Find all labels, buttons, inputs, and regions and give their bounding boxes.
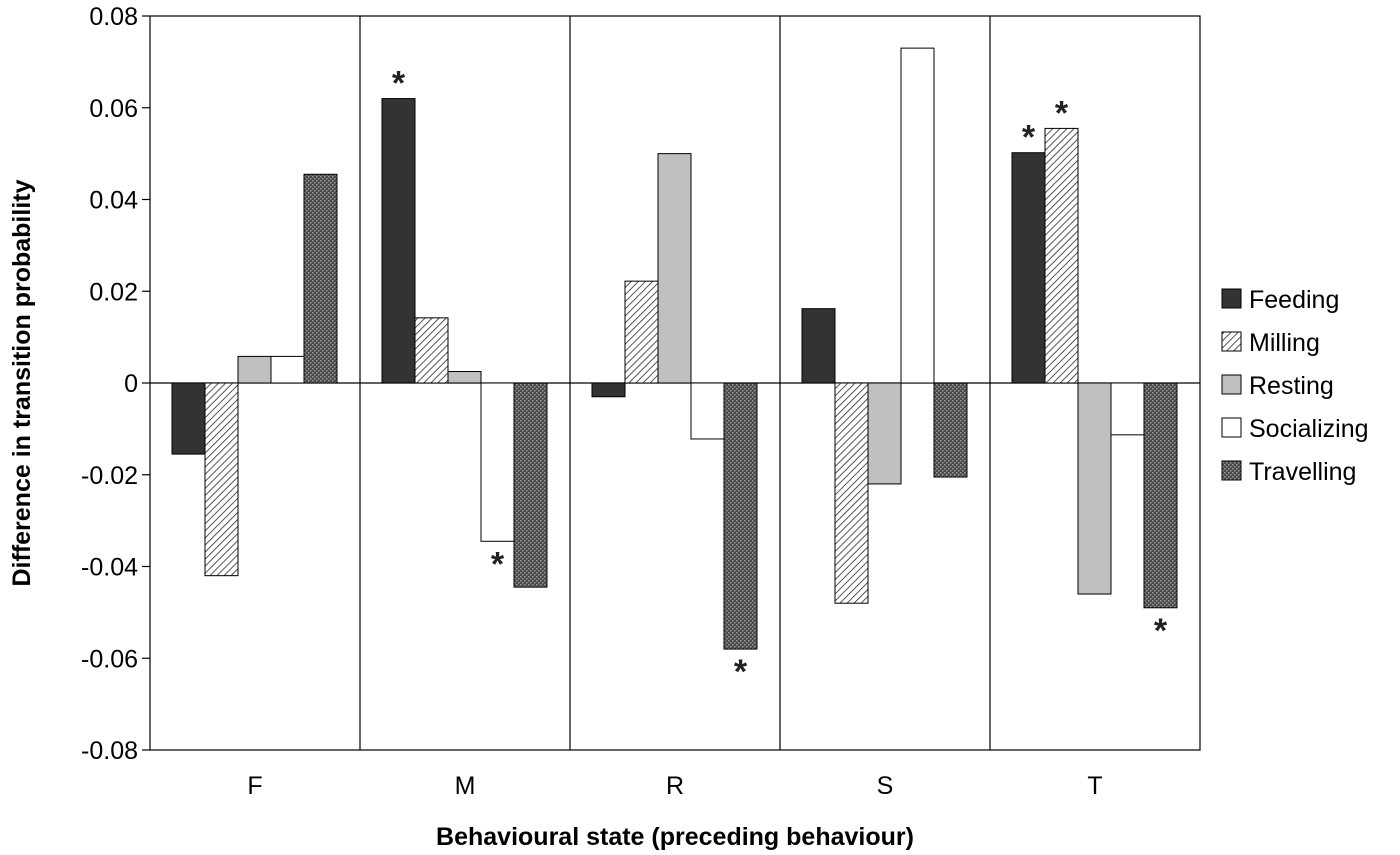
bar-travelling-f xyxy=(303,173,338,384)
bar-resting-r xyxy=(657,153,692,384)
bar-feeding-t xyxy=(1011,152,1046,384)
significance-star-socializing-m: * xyxy=(491,545,505,583)
bar-socializing-t xyxy=(1110,382,1145,436)
bar-travelling-m xyxy=(513,382,548,588)
bar-travelling-t xyxy=(1143,382,1178,609)
legend-swatch-resting xyxy=(1221,374,1242,395)
bar-feeding-r xyxy=(591,382,626,398)
bar-feeding-f xyxy=(171,382,206,455)
y-tick-label: 0.04 xyxy=(89,187,138,215)
legend-label-resting: Resting xyxy=(1249,372,1334,400)
significance-star-travelling-r: * xyxy=(734,653,748,691)
y-axis-title: Difference in transition probability xyxy=(8,179,36,586)
legend-label-milling: Milling xyxy=(1249,329,1320,357)
x-axis-title: Behavioural state (preceding behaviour) xyxy=(436,823,914,851)
x-tick-label-m: M xyxy=(455,772,476,800)
bar-travelling-r xyxy=(723,382,758,650)
bar-milling-r xyxy=(624,280,659,384)
legend-label-travelling: Travelling xyxy=(1249,458,1356,486)
legend-swatch-milling xyxy=(1221,331,1242,352)
bar-socializing-m xyxy=(480,382,515,542)
bar-milling-t xyxy=(1044,127,1079,384)
y-tick-label: 0 xyxy=(124,370,138,398)
legend-swatch-travelling xyxy=(1221,460,1242,481)
significance-star-milling-t: * xyxy=(1055,94,1069,132)
significance-star-travelling-t: * xyxy=(1154,612,1168,650)
significance-star-feeding-m: * xyxy=(392,65,406,103)
x-tick-label-f: F xyxy=(247,772,262,800)
x-tick-label-t: T xyxy=(1087,772,1102,800)
x-tick-label-r: R xyxy=(666,772,684,800)
bar-socializing-f xyxy=(270,355,305,384)
bar-resting-t xyxy=(1077,382,1112,595)
x-tick-label-s: S xyxy=(877,772,894,800)
significance-star-feeding-t: * xyxy=(1022,119,1036,157)
bar-milling-m xyxy=(414,317,449,384)
legend-swatch-feeding xyxy=(1221,288,1242,309)
y-tick-label: -0.02 xyxy=(81,462,138,490)
y-tick-label: 0.08 xyxy=(89,3,138,31)
bar-feeding-m xyxy=(381,98,416,384)
significance-markers: * * * * * * xyxy=(392,65,1168,692)
y-tick-label: 0.02 xyxy=(89,278,138,306)
y-tick-label: -0.08 xyxy=(81,737,138,765)
legend: Feeding Milling Resting Socializing Travelli… xyxy=(1221,286,1369,486)
legend-label-feeding: Feeding xyxy=(1249,286,1339,314)
bar-resting-s xyxy=(867,382,902,485)
legend-label-socializing: Socializing xyxy=(1249,415,1369,443)
bar-socializing-s xyxy=(900,47,935,384)
bar-milling-f xyxy=(204,382,239,577)
y-axis: 0.08 0.06 0.04 0.02 0 -0.02 -0.04 -0.06 -0.08 xyxy=(81,3,150,765)
legend-swatch-socializing xyxy=(1221,417,1242,438)
y-tick-label: -0.06 xyxy=(81,645,138,673)
bar-resting-m xyxy=(447,371,482,384)
bars xyxy=(171,47,1178,650)
y-tick-label: 0.06 xyxy=(89,95,138,123)
bar-resting-f xyxy=(237,355,272,384)
bar-milling-s xyxy=(834,382,869,604)
y-tick-label: -0.04 xyxy=(81,554,138,582)
bar-feeding-s xyxy=(801,308,836,384)
bar-travelling-s xyxy=(933,382,968,478)
bar-socializing-r xyxy=(690,382,725,440)
